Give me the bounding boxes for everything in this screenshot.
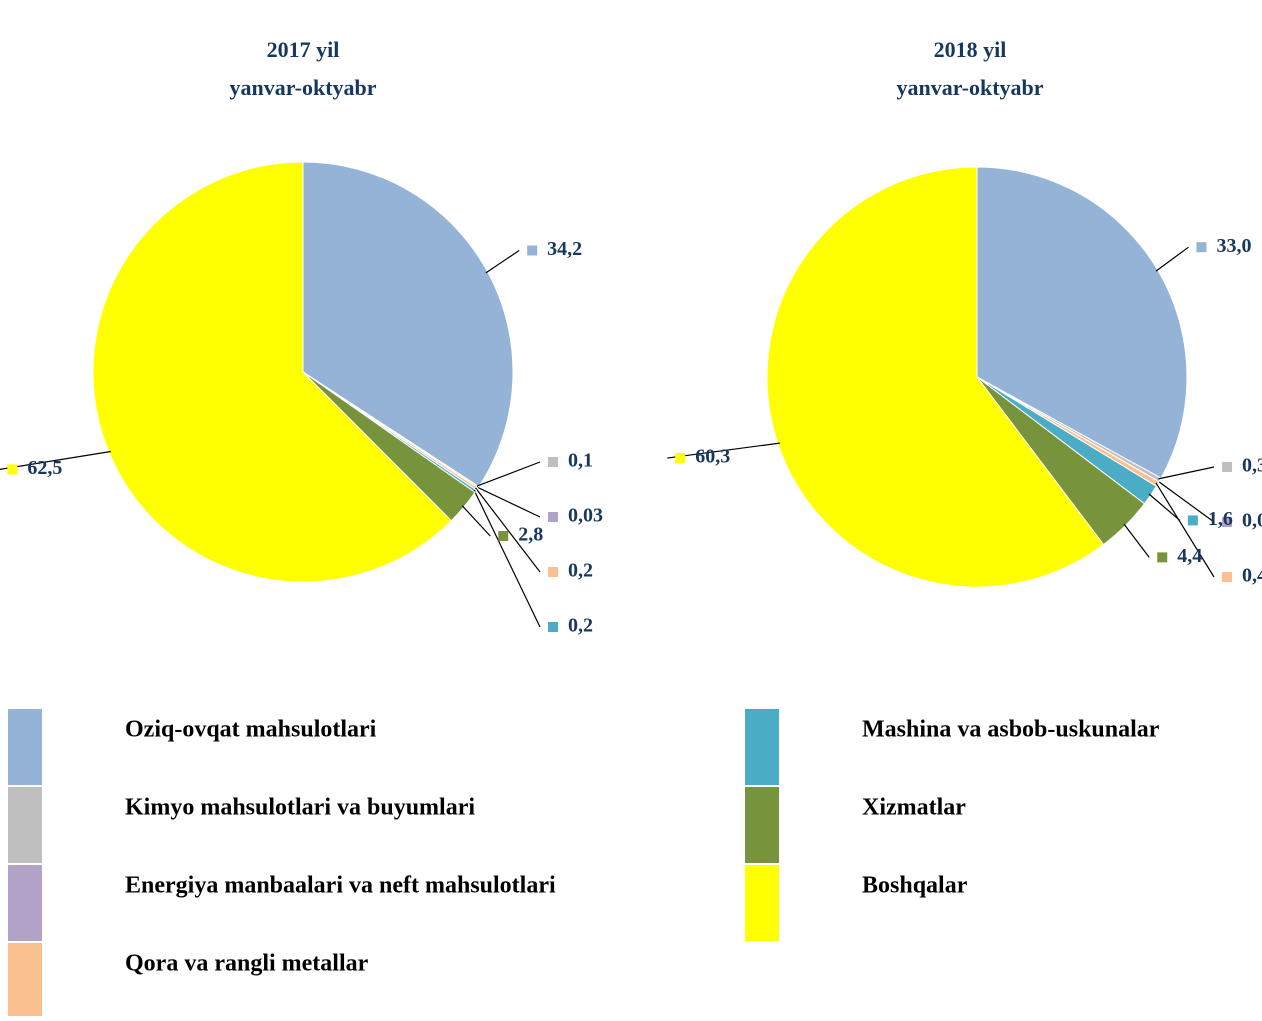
data-label: 0,2 [568,560,593,582]
label-key [1222,572,1232,582]
legend-swatch [8,943,42,1019]
leader-line [0,450,111,470]
data-label: 33,0 [1216,235,1251,257]
legend-label: Kimyo mahsulotlari va buyumlari [125,795,475,821]
leader-line [1155,246,1189,272]
data-label: 0,3 [1242,455,1262,477]
leader-line [473,489,541,628]
chart-subtitle: yanvar-oktyabr [229,75,376,100]
label-key [548,567,558,577]
legend-swatch [745,865,779,941]
legend-label: Oziq-ovqat mahsulotlari [125,717,377,743]
leader-line [1156,480,1215,523]
legend-swatch [745,787,779,863]
label-key [1196,242,1207,253]
leader-line [1155,482,1215,578]
label-key [498,531,509,542]
leader-line [475,487,541,573]
legend-label: Qora va rangli metallar [125,951,369,977]
data-label: 0,2 [568,615,593,637]
leader-line [461,505,491,537]
label-key [1222,462,1232,472]
leader-line [667,442,780,459]
leader-line [476,461,541,487]
data-label: 0,1 [568,450,593,472]
chart-title: 2017 yil [267,37,340,62]
label-key [527,245,538,256]
leader-line [1123,523,1150,558]
legend-label: Xizmatlar [862,795,966,821]
label-key [548,457,558,467]
leader-line [1158,466,1215,480]
legend-label: Boshqalar [862,873,968,899]
label-key [7,464,18,475]
leader-line [485,249,520,274]
label-key [1157,552,1168,563]
data-label: 34,2 [547,238,582,260]
label-key [1187,515,1198,526]
leader-line [1148,493,1181,521]
data-label: 2,8 [518,524,543,546]
legend-label: Energiya manbaalari va neft mahsulotlari [125,873,556,899]
data-label: 60,3 [695,446,730,468]
legend-label: Mashina va asbob-uskunalar [862,717,1160,743]
leader-line [476,486,541,518]
legend-swatch [745,709,779,785]
legend-swatch [8,865,42,941]
chart-title: 2018 yil [934,37,1007,62]
label-key [1222,517,1232,527]
label-key [548,512,558,522]
legend-swatch [8,787,42,863]
data-label: 62,5 [27,457,62,479]
data-label: 0,03 [568,505,603,527]
label-key [548,622,558,632]
data-label: 4,4 [1177,545,1202,567]
chart-subtitle: yanvar-oktyabr [896,75,1043,100]
data-label: 1,6 [1208,508,1233,530]
data-label: 0,4 [1242,565,1262,587]
legend-swatch [8,709,42,785]
label-key [675,453,686,464]
data-label: 0,01 [1242,510,1262,532]
